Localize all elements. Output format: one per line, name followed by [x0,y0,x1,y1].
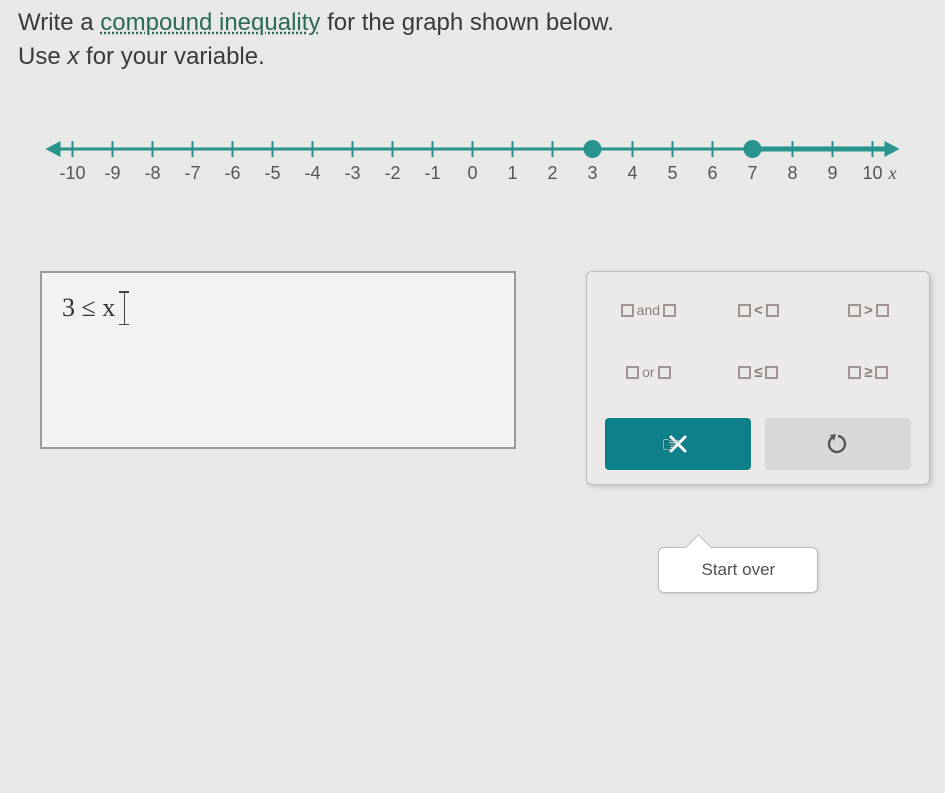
prompt-variable: x [67,43,79,70]
svg-text:-4: -4 [304,163,320,183]
svg-text:-10: -10 [59,163,85,183]
placeholder-box-icon [765,366,778,379]
svg-text:2: 2 [547,163,557,183]
placeholder-box-icon [766,304,779,317]
placeholder-box-icon [875,366,888,379]
placeholder-box-icon [621,304,634,317]
numberline-graph: -10-9-8-7-6-5-4-3-2-1012345678910x [40,121,905,211]
svg-text:-8: -8 [144,163,160,183]
undo-button[interactable] [765,418,911,470]
prompt-text-2a: Use [18,43,67,70]
placeholder-box-icon [663,304,676,317]
gt-symbol: > [864,302,873,319]
text-cursor [123,291,125,325]
and-operator-button[interactable]: and [605,294,691,326]
svg-text:7: 7 [747,163,757,183]
svg-text:9: 9 [827,163,837,183]
prompt-text-2b: for your variable. [79,43,264,70]
less-than-button[interactable]: < [715,294,801,326]
or-operator-button[interactable]: or [605,356,691,388]
answer-current: 3 ≤ x [62,293,115,323]
question-prompt: Write a compound inequality for the grap… [0,0,945,73]
compound-inequality-link[interactable]: compound inequality [100,9,320,36]
svg-text:-7: -7 [184,163,200,183]
le-symbol: ≤ [754,364,762,381]
placeholder-box-icon [848,304,861,317]
undo-icon [826,432,850,456]
placeholder-box-icon [738,304,751,317]
palette-actions: ☜ [605,418,911,470]
start-over-button[interactable]: ☜ [605,418,751,470]
ge-symbol: ≥ [864,364,872,381]
svg-text:-6: -6 [224,163,240,183]
symbol-palette: and < > or [586,271,930,485]
svg-text:10: 10 [862,163,882,183]
answer-input[interactable]: 3 ≤ x [40,271,516,449]
tooltip-text: Start over [702,560,776,579]
lt-symbol: < [754,302,763,319]
less-eq-button[interactable]: ≤ [715,356,801,388]
svg-text:1: 1 [507,163,517,183]
placeholder-box-icon [626,366,639,379]
svg-text:0: 0 [467,163,477,183]
svg-text:5: 5 [667,163,677,183]
greater-eq-button[interactable]: ≥ [825,356,911,388]
prompt-text-1b: for the graph shown below. [320,9,614,36]
prompt-text-1a: Write a [18,9,100,36]
svg-text:8: 8 [787,163,797,183]
svg-text:4: 4 [627,163,637,183]
greater-than-button[interactable]: > [825,294,911,326]
svg-text:-1: -1 [424,163,440,183]
svg-text:x: x [888,163,897,183]
svg-text:-3: -3 [344,163,360,183]
and-label: and [637,302,660,318]
pointer-cursor-icon: ☜ [661,432,681,458]
or-label: or [642,364,654,380]
palette-row-2: or ≤ ≥ [605,356,911,388]
svg-text:-9: -9 [104,163,120,183]
svg-text:-2: -2 [384,163,400,183]
svg-text:6: 6 [707,163,717,183]
svg-text:-5: -5 [264,163,280,183]
palette-row-1: and < > [605,294,911,326]
start-over-tooltip: Start over [658,547,818,593]
placeholder-box-icon [738,366,751,379]
placeholder-box-icon [658,366,671,379]
svg-text:3: 3 [587,163,597,183]
placeholder-box-icon [848,366,861,379]
numberline-svg: -10-9-8-7-6-5-4-3-2-1012345678910x [40,121,905,201]
placeholder-box-icon [876,304,889,317]
